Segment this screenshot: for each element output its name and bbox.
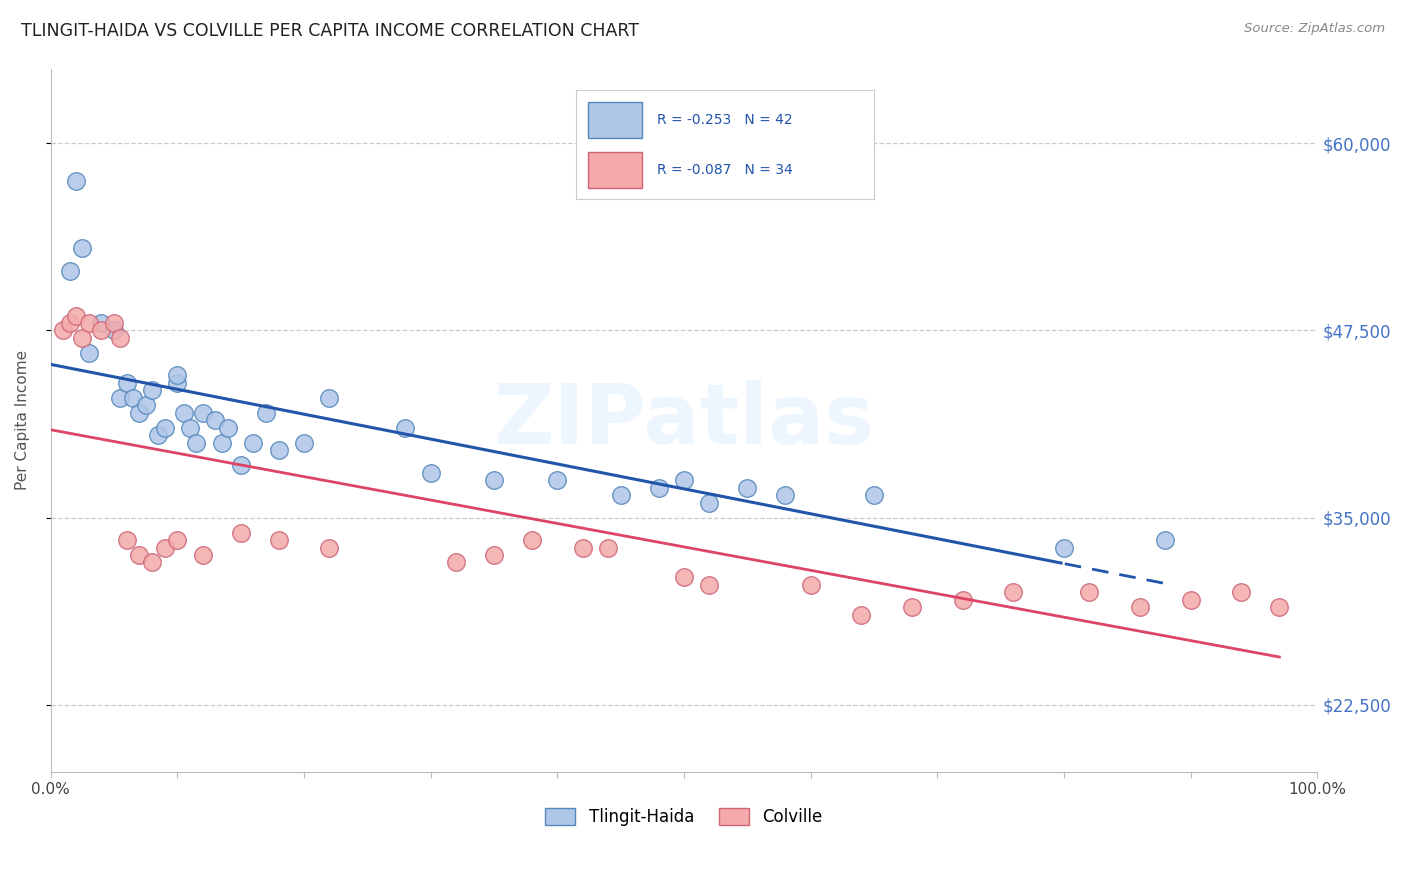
Text: TLINGIT-HAIDA VS COLVILLE PER CAPITA INCOME CORRELATION CHART: TLINGIT-HAIDA VS COLVILLE PER CAPITA INC… — [21, 22, 640, 40]
Point — [229, 458, 252, 473]
Point — [128, 406, 150, 420]
Point — [204, 413, 226, 427]
Point — [153, 421, 176, 435]
Point — [65, 309, 87, 323]
Point — [482, 548, 505, 562]
Point — [191, 548, 214, 562]
Point — [191, 406, 214, 420]
Point — [292, 435, 315, 450]
Point — [1053, 541, 1076, 555]
Point — [1230, 585, 1253, 599]
Point — [1129, 600, 1152, 615]
Legend: Tlingit-Haida, Colville: Tlingit-Haida, Colville — [537, 799, 831, 834]
Point — [135, 398, 157, 412]
Point — [211, 435, 233, 450]
Point — [59, 316, 82, 330]
Point — [673, 570, 696, 584]
Point — [851, 607, 873, 622]
Text: ZIPatlas: ZIPatlas — [494, 380, 875, 461]
Point — [148, 428, 170, 442]
Point — [598, 541, 620, 555]
Point — [128, 548, 150, 562]
Point — [166, 533, 188, 547]
Point — [229, 525, 252, 540]
Point — [77, 316, 100, 330]
Point — [77, 346, 100, 360]
Point — [103, 316, 125, 330]
Point — [1180, 593, 1202, 607]
Point — [59, 263, 82, 277]
Point — [737, 481, 759, 495]
Point — [122, 391, 145, 405]
Point — [103, 323, 125, 337]
Point — [110, 331, 132, 345]
Point — [90, 323, 112, 337]
Point — [72, 331, 94, 345]
Point — [394, 421, 416, 435]
Point — [610, 488, 633, 502]
Point — [318, 541, 340, 555]
Point — [65, 174, 87, 188]
Point — [217, 421, 239, 435]
Point — [173, 406, 195, 420]
Point — [571, 541, 593, 555]
Point — [1002, 585, 1025, 599]
Point — [952, 593, 974, 607]
Point — [267, 443, 290, 458]
Point — [153, 541, 176, 555]
Point — [482, 473, 505, 487]
Point — [1078, 585, 1101, 599]
Point — [166, 368, 188, 383]
Point — [444, 556, 467, 570]
Point — [419, 466, 441, 480]
Point — [318, 391, 340, 405]
Point — [141, 384, 163, 398]
Point — [115, 533, 138, 547]
Point — [166, 376, 188, 390]
Text: Source: ZipAtlas.com: Source: ZipAtlas.com — [1244, 22, 1385, 36]
Point — [863, 488, 886, 502]
Point — [800, 578, 823, 592]
Point — [520, 533, 543, 547]
Point — [1268, 600, 1291, 615]
Y-axis label: Per Capita Income: Per Capita Income — [15, 351, 30, 491]
Point — [699, 495, 721, 509]
Point — [901, 600, 924, 615]
Point — [52, 323, 75, 337]
Point — [699, 578, 721, 592]
Point — [648, 481, 671, 495]
Point — [242, 435, 264, 450]
Point — [1154, 533, 1177, 547]
Point — [546, 473, 568, 487]
Point — [254, 406, 277, 420]
Point — [186, 435, 208, 450]
Point — [775, 488, 797, 502]
Point — [72, 241, 94, 255]
Point — [179, 421, 201, 435]
Point — [90, 316, 112, 330]
Point — [110, 391, 132, 405]
Point — [115, 376, 138, 390]
Point — [141, 556, 163, 570]
Point — [267, 533, 290, 547]
Point — [673, 473, 696, 487]
